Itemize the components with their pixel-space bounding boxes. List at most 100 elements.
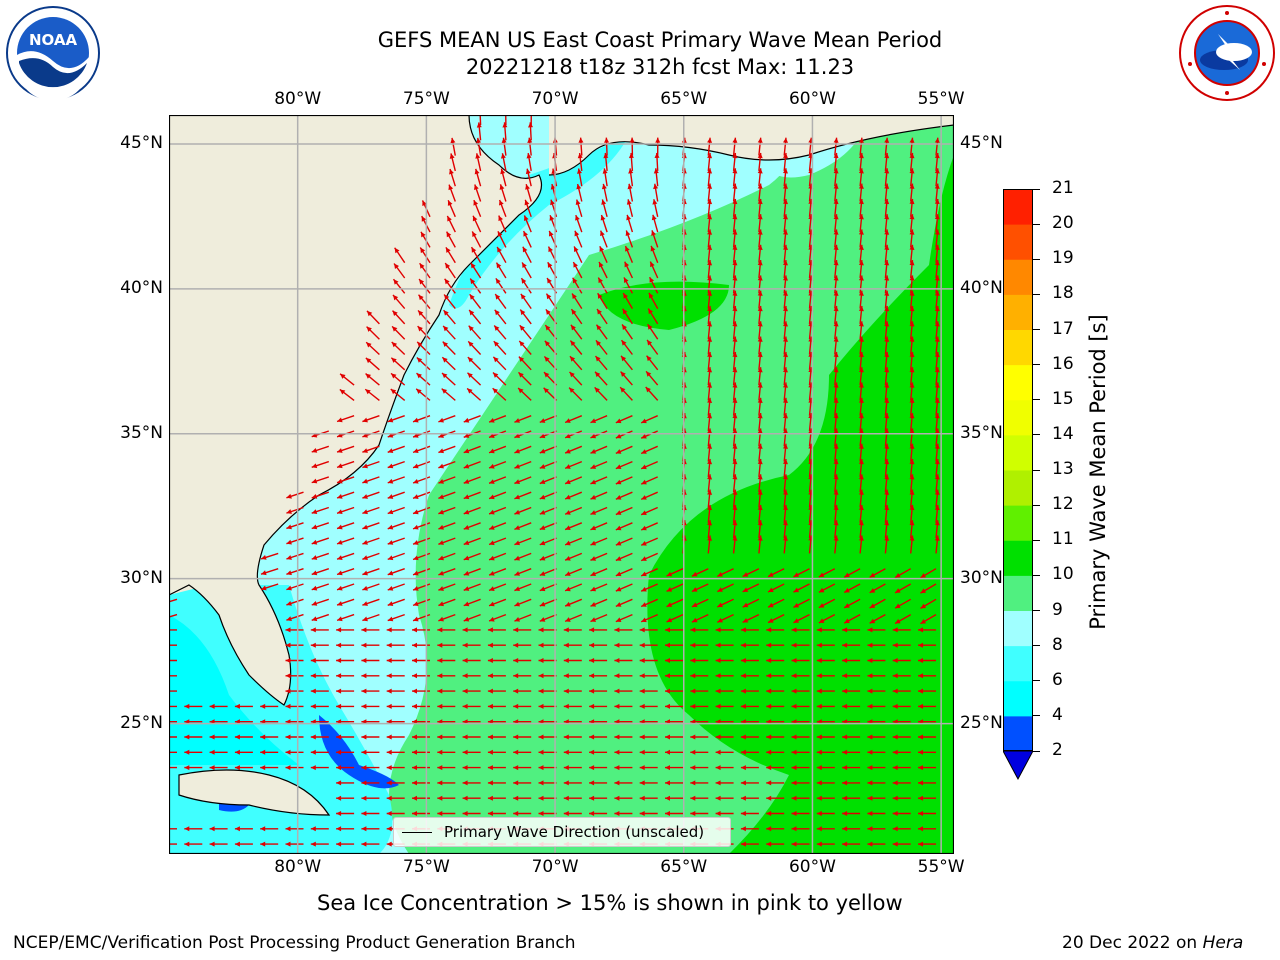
wave-arrow-head (412, 673, 417, 679)
wave-arrow-head (783, 244, 788, 251)
wave-arrow-head (622, 324, 627, 330)
wave-arrow-head (337, 448, 343, 453)
wave-arrow-head (310, 627, 316, 633)
wave-arrow-head (590, 586, 597, 592)
wave-arrow-head (438, 616, 444, 622)
colorbar-tick-label: 8 (1052, 634, 1063, 655)
lat-tick-left: 40°N (120, 277, 163, 298)
wave-arrow-head (818, 587, 825, 593)
wave-arrow-head (362, 509, 368, 515)
wave-arrow-head (641, 525, 647, 531)
wave-arrow-head (909, 535, 915, 541)
wave-arrow-head (842, 826, 848, 832)
wave-arrow-head (641, 464, 647, 470)
wave-arrow-head (639, 688, 645, 694)
wave-arrow-head (589, 688, 595, 694)
wave-arrow-head (816, 780, 822, 786)
wave-arrow-head (740, 811, 746, 816)
wave-arrow-head (766, 795, 772, 801)
wave-arrow-head (691, 587, 698, 592)
wave-arrow-head (833, 535, 839, 541)
wave-arrow-head (447, 215, 452, 222)
colorbar-tick-mark (1033, 645, 1040, 647)
wave-arrow-head (858, 275, 864, 281)
legend-label: Primary Wave Direction (unscaled) (444, 823, 705, 841)
wave-arrow-head (691, 571, 698, 577)
wave-arrow-head (487, 734, 493, 740)
wave-arrow-head (522, 246, 528, 253)
wave-arrow-head (740, 765, 746, 771)
wave-arrow-head (569, 371, 575, 378)
wave-arrow-head (665, 703, 670, 709)
wave-arrow-head (858, 443, 864, 449)
wave-arrow-head (493, 341, 499, 347)
wave-arrow-head (816, 841, 822, 847)
wave-arrow-head (791, 658, 797, 663)
wave-arrow-head (766, 749, 772, 755)
wave-arrow-head (707, 413, 713, 419)
wave-arrow-head (590, 540, 597, 546)
wave-arrow-head (311, 601, 318, 606)
wave-arrow-head (909, 275, 915, 281)
wave-arrow-head (783, 367, 788, 373)
wave-arrow-head (261, 555, 267, 560)
wave-arrow-head (783, 520, 788, 526)
wave-arrow-head (742, 572, 749, 577)
wave-arrow-head (639, 780, 645, 786)
wave-arrow-head (366, 310, 373, 317)
wave-arrow-head (462, 811, 468, 816)
wave-arrow-head (707, 382, 713, 388)
wave-arrow-head (783, 336, 788, 342)
wave-arrow-head (867, 826, 873, 832)
colorbar-frame (1003, 189, 1033, 751)
wave-arrow-head (310, 749, 316, 755)
wave-arrow-head (522, 262, 527, 269)
wave-arrow-head (234, 749, 240, 755)
wave-arrow-head (732, 520, 738, 526)
wave-arrow-head (413, 494, 419, 499)
wave-arrow-head (285, 642, 291, 648)
wave-arrow-head (285, 673, 291, 679)
wave-arrow-head (599, 261, 604, 268)
wave-arrow-head (394, 247, 400, 254)
wave-arrow-head (621, 340, 627, 346)
wave-arrow-head (361, 826, 367, 832)
wave-arrow-head (707, 336, 713, 342)
lat-tick-right: 35°N (960, 422, 1003, 443)
wave-arrow-head (833, 413, 839, 419)
wave-arrow-head (665, 734, 670, 740)
wave-arrow-head (623, 293, 628, 299)
wave-arrow-head (639, 734, 645, 740)
wave-arrow-head (589, 658, 595, 663)
wave-arrow-head (742, 617, 749, 623)
wave-arrow-head (783, 413, 788, 419)
wave-arrow-head (487, 642, 493, 648)
wave-arrow-head (858, 214, 864, 220)
wave-arrow-head (438, 570, 444, 576)
wave-arrow-head (641, 449, 647, 454)
wave-arrow-head (337, 463, 343, 469)
colorbar-segment (1003, 189, 1033, 225)
colorbar-segment (1003, 575, 1033, 611)
wave-arrow-head (393, 279, 399, 285)
wave-arrow-head (362, 539, 368, 545)
wave-arrow-head (575, 215, 580, 221)
wave-arrow-head (563, 642, 569, 648)
wave-arrow-head (498, 199, 504, 206)
wave-arrow-head (594, 387, 600, 393)
wave-arrow-head (514, 571, 520, 576)
wave-arrow-head (844, 618, 850, 624)
wave-arrow-head (487, 765, 493, 771)
wave-arrow-head (909, 413, 915, 419)
wave-arrow-head (783, 229, 788, 235)
wave-arrow-head (690, 734, 696, 740)
wave-arrow-head (641, 586, 647, 592)
wave-arrow-head (469, 309, 475, 316)
colorbar-tick-label: 13 (1052, 459, 1074, 479)
wave-arrow-head (783, 382, 788, 388)
wave-arrow-head (690, 658, 696, 663)
wave-arrow-head (524, 199, 530, 206)
wave-arrow-head (614, 780, 620, 786)
wave-arrow-head (641, 433, 647, 439)
wave-arrow-head (707, 214, 713, 220)
